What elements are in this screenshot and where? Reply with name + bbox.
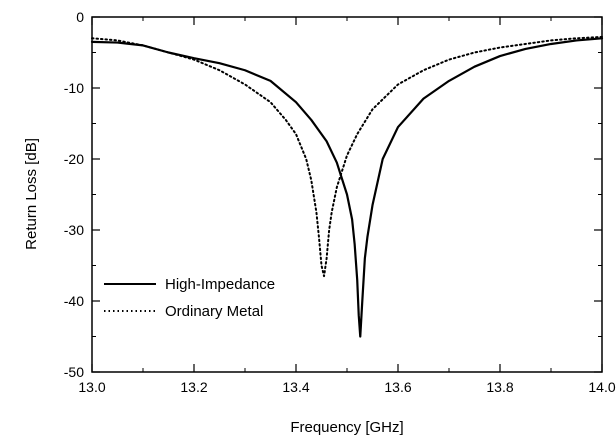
y-tick-label: 0 xyxy=(76,9,84,25)
legend-label-high-impedance: High-Impedance xyxy=(165,276,275,293)
x-tick-label: 13.0 xyxy=(78,379,105,395)
y-tick-label: -50 xyxy=(64,364,84,380)
series-line-high-impedance xyxy=(90,37,604,338)
tick-labels: 13.0 13.2 13.4 13.6 13.8 14.0 0 -10 -20 -30 -40 -50 xyxy=(64,9,616,395)
y-tick-label: -10 xyxy=(64,80,84,96)
axis-ticks xyxy=(91,16,603,373)
y-tick-label: -40 xyxy=(64,293,84,309)
series-layer xyxy=(90,35,604,338)
y-tick-label: -20 xyxy=(64,151,84,167)
x-axis-title: Frequency [GHz] xyxy=(290,419,403,436)
y-axis-title: Return Loss [dB] xyxy=(23,138,40,250)
legend-label-ordinary-metal: Ordinary Metal xyxy=(165,303,263,320)
series-line-ordinary-metal xyxy=(91,35,603,278)
legend: High-Impedance Ordinary Metal xyxy=(104,276,275,320)
x-tick-label: 13.4 xyxy=(282,379,309,395)
x-tick-label: 13.2 xyxy=(180,379,207,395)
x-tick-label: 13.8 xyxy=(486,379,513,395)
y-tick-label: -30 xyxy=(64,222,84,238)
x-tick-label: 13.6 xyxy=(384,379,411,395)
x-tick-label: 14.0 xyxy=(588,379,615,395)
